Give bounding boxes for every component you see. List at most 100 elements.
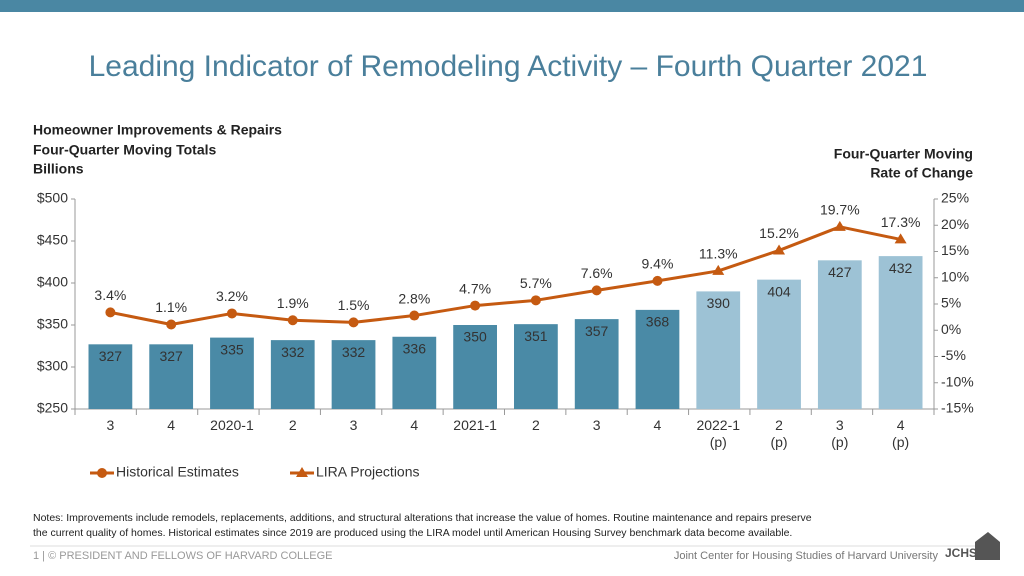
- line-value-label: 11.3%: [699, 246, 738, 262]
- marker: [470, 300, 481, 311]
- marker: [652, 275, 663, 286]
- bar: [757, 279, 801, 409]
- marker: [712, 264, 725, 275]
- bar-value-label: 351: [524, 328, 548, 344]
- marker: [166, 319, 177, 330]
- marker: [105, 307, 116, 318]
- line-value-label: 1.5%: [338, 297, 370, 313]
- x-tick-label: 2022-1 (p): [696, 417, 741, 450]
- bar-value-label: 357: [585, 323, 609, 339]
- y-tick-label: $400: [37, 274, 68, 290]
- footer-right: Joint Center for Housing Studies of Harv…: [674, 550, 939, 562]
- y-tick-label: $350: [37, 316, 68, 332]
- y-tick-label: $300: [37, 358, 68, 374]
- marker: [348, 317, 359, 328]
- bar-value-label: 336: [403, 340, 427, 356]
- legend-marker: [296, 467, 308, 477]
- line-value-label: 3.4%: [94, 287, 126, 303]
- y2-tick-label: -15%: [941, 400, 974, 416]
- note: the current quality of homes. Historical…: [33, 527, 792, 539]
- x-tick-label: 2 (p): [770, 417, 788, 450]
- bar: [453, 325, 497, 409]
- bar: [878, 256, 923, 409]
- bar-value-label: 368: [646, 314, 670, 330]
- y2-tick-label: 20%: [941, 216, 969, 232]
- y2-tick-label: 0%: [941, 321, 961, 337]
- x-tick-label: 2: [531, 417, 540, 433]
- y2-tick-label: -5%: [941, 347, 966, 363]
- bar-value-label: 327: [159, 348, 183, 364]
- chart-title: Leading Indicator of Remodeling Activity…: [89, 50, 928, 83]
- bar: [696, 291, 741, 409]
- top-stripe: [0, 0, 1024, 12]
- logo: JCHS: [945, 546, 977, 560]
- x-tick-label: 3: [349, 417, 358, 433]
- marker: [591, 285, 602, 296]
- bar: [149, 344, 194, 409]
- line-value-label: 17.3%: [881, 214, 921, 230]
- y-axis-title: Four-Quarter Moving Totals: [33, 142, 217, 158]
- x-tick-label: 4: [653, 417, 662, 433]
- note: Notes: Improvements include remodels, re…: [33, 512, 812, 524]
- legend-label: Historical Estimates: [116, 464, 239, 480]
- y-tick-label: $250: [37, 400, 68, 416]
- line-value-label: 2.8%: [398, 290, 430, 306]
- marker: [773, 244, 786, 255]
- bar-value-label: 332: [281, 344, 305, 360]
- bar-value-label: 404: [767, 283, 791, 299]
- x-tick-label: 2020-1: [210, 417, 254, 433]
- y-tick-label: $500: [37, 190, 68, 206]
- y2-axis-title: Rate of Change: [870, 165, 973, 181]
- y2-tick-label: 5%: [941, 295, 961, 311]
- x-tick-label: 4 (p): [892, 417, 910, 450]
- x-tick-label: 4: [410, 417, 419, 433]
- marker: [894, 233, 907, 244]
- bar: [514, 324, 558, 409]
- x-tick-label: 2021-1: [453, 417, 497, 433]
- x-tick-label: 3: [592, 417, 601, 433]
- line: [110, 279, 658, 326]
- y2-axis-title: Four-Quarter Moving: [834, 146, 973, 162]
- bar: [210, 337, 254, 409]
- legend-marker: [97, 468, 107, 478]
- marker: [226, 308, 237, 319]
- x-tick-label: 3 (p): [831, 417, 849, 450]
- line-value-label: 9.4%: [642, 256, 674, 272]
- line-value-label: 7.6%: [581, 265, 613, 281]
- line-value-label: 15.2%: [759, 225, 799, 241]
- x-tick-label: 4: [167, 417, 176, 433]
- x-tick-label: 3: [106, 417, 115, 433]
- bar-value-label: 427: [828, 264, 852, 280]
- marker: [833, 220, 846, 231]
- marker: [409, 310, 420, 321]
- logo-house: [975, 532, 1000, 560]
- bar-value-label: 332: [342, 344, 366, 360]
- line-value-label: 1.9%: [277, 295, 309, 311]
- line-value-label: 19.7%: [820, 202, 860, 218]
- line-value-label: 1.1%: [155, 299, 187, 315]
- x-tick-label: 2: [288, 417, 297, 433]
- bar-value-label: 432: [889, 260, 913, 276]
- bar-value-label: 327: [99, 348, 123, 364]
- y-tick-label: $450: [37, 232, 68, 248]
- y-axis-title: Homeowner Improvements & Repairs: [33, 122, 282, 138]
- y-axis-title: Billions: [33, 161, 84, 177]
- bar-value-label: 390: [707, 295, 731, 311]
- bar-value-label: 335: [220, 341, 244, 357]
- y2-tick-label: 25%: [941, 190, 969, 206]
- bar: [331, 340, 376, 409]
- bar: [88, 344, 133, 409]
- footer-left: 1 | © PRESIDENT AND FELLOWS OF HARVARD C…: [33, 550, 332, 562]
- bar: [270, 340, 315, 409]
- legend-label: LIRA Projections: [316, 464, 420, 480]
- bar: [574, 319, 619, 409]
- y2-tick-label: -10%: [941, 373, 974, 389]
- bar: [635, 309, 680, 409]
- bar: [817, 260, 862, 409]
- marker: [530, 295, 541, 306]
- marker: [287, 315, 298, 326]
- line-value-label: 5.7%: [520, 275, 552, 291]
- y2-tick-label: 10%: [941, 268, 969, 284]
